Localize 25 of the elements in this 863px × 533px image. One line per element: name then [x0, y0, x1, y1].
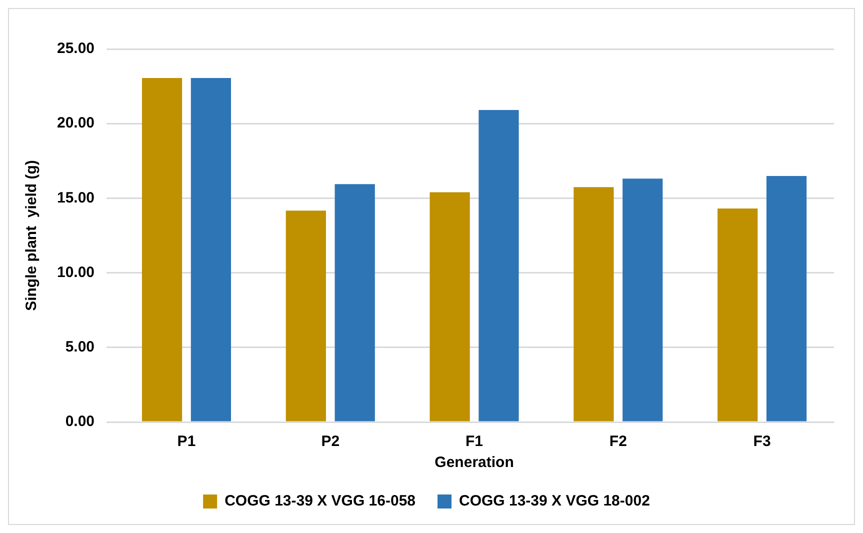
bar: [430, 192, 470, 422]
x-tick-label: F3: [753, 433, 771, 450]
y-tick-label: 25.00: [56, 40, 95, 58]
x-tick-label: P2: [321, 433, 340, 450]
y-tick-label: 20.00: [56, 114, 95, 132]
x-tick-label: F2: [609, 433, 627, 450]
y-tick-label: 0.00: [65, 413, 95, 430]
bar: [766, 176, 807, 422]
bar: [190, 78, 232, 422]
bar: [622, 178, 663, 422]
y-tick-label: 10.00: [56, 264, 95, 281]
bar: [334, 184, 375, 422]
bar: [286, 210, 326, 422]
bar: [478, 110, 519, 422]
y-axis-title: Single plant yield (g): [23, 160, 40, 311]
x-tick-label: F1: [466, 433, 484, 450]
bar: [718, 208, 758, 422]
y-tick-label: 15.00: [56, 189, 95, 206]
x-axis-title: Generation: [434, 454, 514, 472]
bar: [142, 78, 182, 422]
bar: [574, 187, 614, 422]
legend-label: COGG 13-39 X VGG 16-058: [224, 492, 416, 510]
legend-label: COGG 13-39 X VGG 18-002: [459, 492, 650, 510]
y-tick-label: 5.00: [65, 338, 95, 356]
x-tick-label: P1: [177, 433, 196, 450]
